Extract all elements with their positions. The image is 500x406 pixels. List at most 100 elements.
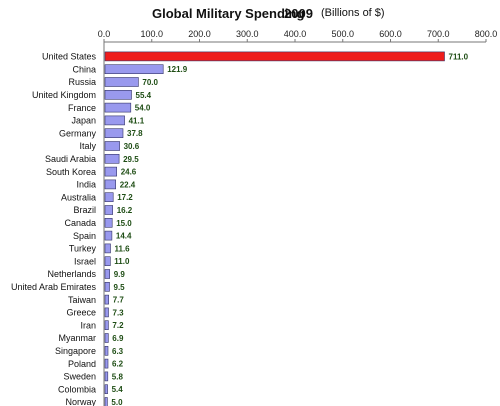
chart-title-unit: (Billions of $) [321, 7, 385, 19]
bar [104, 141, 120, 151]
bar [104, 384, 108, 395]
chart-title-main: Global Military Spending [152, 6, 305, 21]
chart-title-year: 2009 [284, 6, 313, 21]
data-label: 11.6 [115, 244, 131, 253]
bar [104, 345, 109, 356]
data-label: 24.6 [121, 168, 137, 177]
data-label: 37.8 [127, 129, 143, 138]
category-label: India [76, 180, 96, 190]
bar [104, 51, 445, 62]
data-label: 22.4 [120, 180, 136, 189]
bar [104, 371, 109, 382]
category-label: Turkey [69, 244, 97, 254]
category-label: Sweden [63, 372, 96, 382]
data-label: 5.4 [112, 385, 124, 394]
data-label: 9.5 [114, 283, 126, 292]
category-label: United States [42, 52, 97, 62]
category-label: Poland [68, 359, 96, 369]
bar [104, 281, 110, 292]
data-label: 7.7 [113, 296, 125, 305]
bar [104, 90, 132, 100]
data-label: 5.0 [111, 398, 123, 406]
category-label: Myanmar [58, 333, 96, 343]
data-label: 54.0 [135, 104, 151, 113]
bar [104, 64, 164, 74]
data-label: 55.4 [136, 91, 152, 100]
category-label: Colombia [58, 384, 96, 394]
data-label: 7.2 [112, 321, 124, 330]
x-tick-label: 500.0 [331, 29, 354, 39]
data-label: 11.0 [114, 257, 130, 266]
bar [104, 179, 116, 190]
data-label: 5.8 [112, 372, 124, 381]
data-label: 16.2 [117, 206, 133, 215]
x-axis: 0.0 100.0 200.0 300.0 400.0 500.0 600.0 700.0 80… [98, 29, 498, 406]
category-label: South Korea [46, 167, 96, 177]
bar [104, 115, 125, 126]
bar [104, 154, 120, 164]
bar [104, 218, 113, 228]
data-label: 121.9 [167, 65, 188, 74]
bar [104, 358, 109, 369]
data-label: 30.6 [124, 142, 140, 151]
data-label: 17.2 [117, 193, 133, 202]
category-label: Norway [65, 397, 96, 406]
category-label: United Arab Emirates [11, 282, 97, 292]
bar [104, 256, 111, 267]
data-label: 14.4 [116, 232, 132, 241]
category-label: France [68, 103, 96, 113]
bar [104, 269, 110, 279]
bar-series [104, 51, 445, 406]
category-label: China [72, 64, 96, 74]
data-label: 711.0 [449, 52, 469, 61]
data-label: 6.9 [112, 334, 124, 343]
bar [104, 128, 124, 138]
data-label: 9.9 [114, 270, 126, 279]
data-label: 15.0 [116, 219, 132, 228]
chart-title: Global Military Spending 2009 (Billions … [0, 6, 500, 22]
category-label: Greece [66, 308, 96, 318]
data-label: 6.3 [112, 347, 124, 356]
category-label: Spain [73, 231, 96, 241]
category-label: Iran [80, 320, 96, 330]
bar [104, 320, 109, 331]
category-axis: United States China Russia United Kingdom Fr… [11, 52, 97, 406]
bar [104, 243, 111, 254]
bar [104, 205, 113, 215]
x-tick-label: 100.0 [140, 29, 163, 39]
category-label: United Kingdom [32, 90, 96, 100]
data-label: 6.2 [112, 360, 124, 369]
bar [104, 294, 110, 305]
category-label: Taiwan [68, 295, 96, 305]
bar [104, 77, 139, 87]
bar [104, 102, 132, 113]
x-tick-label: 600.0 [379, 29, 402, 39]
category-label: Israel [74, 256, 96, 266]
x-tick-label: 400.0 [284, 29, 307, 39]
category-label: Singapore [55, 346, 96, 356]
x-tick-label: 800.0 [475, 29, 498, 39]
bar [104, 166, 117, 177]
category-label: Australia [61, 192, 96, 202]
category-label: Brazil [73, 205, 96, 215]
category-label: Saudi Arabia [45, 154, 96, 164]
category-label: Italy [79, 141, 96, 151]
x-tick-label: 700.0 [427, 29, 450, 39]
x-tick-label: 200.0 [188, 29, 211, 39]
data-labels: 711.0 121.9 70.0 55.4 54.0 41.1 37.8 30.6 29.5 24… [111, 52, 468, 406]
x-tick-label: 300.0 [236, 29, 259, 39]
category-label: Germany [59, 128, 97, 138]
bar [104, 192, 114, 202]
x-tick-label: 0.0 [98, 29, 111, 39]
data-label: 41.1 [129, 116, 145, 125]
bar [104, 333, 109, 343]
bar [104, 230, 113, 241]
category-label: Japan [71, 116, 96, 126]
category-label: Netherlands [47, 269, 96, 279]
category-label: Russia [68, 77, 96, 87]
data-label: 29.5 [123, 155, 139, 164]
data-label: 70.0 [142, 78, 158, 87]
data-label: 7.3 [113, 308, 125, 317]
bar [104, 397, 108, 406]
